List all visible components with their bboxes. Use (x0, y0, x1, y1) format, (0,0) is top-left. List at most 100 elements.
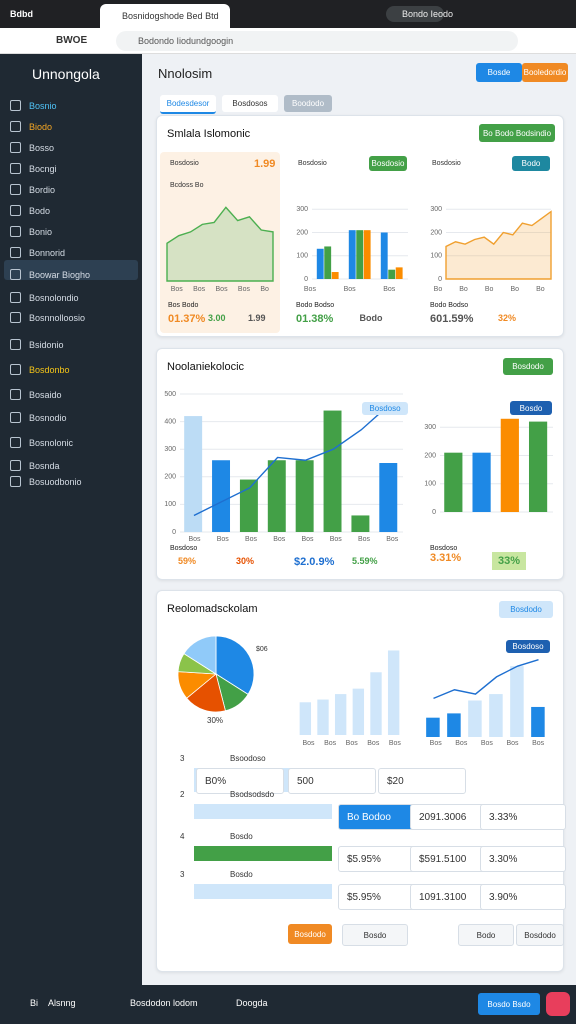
bar (447, 713, 461, 737)
action-button[interactable]: Bodo (458, 924, 514, 946)
nav-label: Bosnnolloosio (29, 312, 86, 323)
bar (316, 248, 324, 279)
stat: 5.59% (352, 556, 378, 566)
nav-item[interactable]: Bosnio (10, 100, 57, 111)
bar (239, 479, 258, 532)
row-number: 2 (180, 790, 185, 799)
button[interactable]: Bodo (512, 156, 550, 171)
main: Bosdosio 1.99 Bcdoss Bo Bos Bos Bos Bos Bo Bos B… (160, 152, 566, 946)
axis-label: Bos (237, 286, 250, 293)
nav-item[interactable]: Bosaido (10, 389, 62, 400)
nav-icon (10, 121, 21, 132)
y-tick-label: 300 (164, 446, 176, 453)
tab[interactable]: Boododo (284, 95, 332, 112)
y-tick-label: 300 (424, 424, 436, 431)
table-cell: 3.30% (480, 846, 566, 872)
url: Bodondo Iiodundgoogin (138, 36, 234, 46)
y-tick-label: 300 (296, 206, 308, 213)
chart: 0 100 200 300 (424, 418, 553, 515)
row-name: Bsoodoso (230, 754, 266, 763)
nav-item[interactable]: Bsidonio (10, 339, 64, 350)
stat: $2.0.9% (294, 556, 335, 568)
nav-item[interactable]: Bosnnolloosio (10, 312, 85, 323)
nav-item[interactable]: Bosnolonic (10, 437, 73, 448)
nav-label: Bocngi (29, 163, 57, 174)
action-button[interactable]: Bosdo (342, 924, 408, 946)
axis-label: Bos (343, 286, 356, 293)
bar (380, 232, 388, 279)
stat: 3.00 (208, 313, 226, 323)
nav-item[interactable]: Bordio (10, 184, 55, 195)
stat: 01.38% (296, 313, 334, 325)
nav-item[interactable]: Bonnorid (10, 247, 65, 258)
axis-label: Bos (506, 740, 519, 747)
action-button[interactable]: Bosdodo (288, 924, 332, 944)
button[interactable]: Bosde (476, 63, 522, 82)
icon-button[interactable] (546, 992, 570, 1016)
profile-chip[interactable]: Bondo Ieodo (386, 6, 453, 22)
bar (510, 666, 524, 737)
nav-label: Bosdonbo (29, 364, 70, 375)
profile-name: Bondo Ieodo (402, 9, 454, 19)
bar (531, 706, 545, 737)
button[interactable]: Bosdo Bsdo (478, 993, 540, 1015)
nav-item[interactable]: Bosnolondio (10, 292, 79, 303)
nav-item[interactable]: Bocngi (10, 163, 57, 174)
bar (395, 267, 403, 279)
panel-footer: Bos Bodo (168, 302, 199, 309)
nav-item[interactable]: Bosuodbonio (10, 476, 82, 487)
action-button[interactable]: Bosdodo (516, 924, 564, 946)
axis-label: Bos (329, 536, 342, 543)
nav-item[interactable]: Boowar Biogho (10, 269, 90, 280)
panel-value: 1.99 (254, 158, 276, 170)
nav-icon (10, 312, 21, 323)
axis-label: Bos (216, 536, 229, 543)
bar (489, 694, 503, 737)
nav-icon (10, 339, 21, 350)
table-cell: $5.95% (338, 884, 424, 910)
nav-item[interactable]: Bodo (10, 205, 50, 216)
panel-footer: Bodo Bodso (296, 302, 335, 309)
bar (212, 460, 231, 532)
tab[interactable]: Bodesdesor (160, 95, 216, 114)
nav-item[interactable]: Bonio (10, 226, 52, 237)
button[interactable]: Bosdosio (369, 156, 407, 171)
y-tick-label: 500 (164, 391, 176, 398)
nav-label: BWOE (56, 35, 88, 46)
axis-label: Bo (260, 286, 269, 293)
y-tick-label: 400 (164, 418, 176, 425)
active-tab[interactable]: Bosnidogshode Bed Btd (100, 4, 230, 28)
url-field[interactable]: Bodondo Iiodundgoogin (116, 31, 518, 51)
nav-item[interactable]: Bosdonbo (10, 364, 70, 375)
nav-icon (10, 247, 21, 258)
button[interactable]: Bosdodo (499, 601, 553, 618)
button[interactable]: Bo Bodo Bodsindio (479, 124, 555, 142)
bar (379, 463, 398, 532)
axis-label: Bos (357, 536, 371, 543)
button[interactable]: Booledordio (522, 63, 568, 82)
tab[interactable]: Bosdosos (222, 95, 278, 112)
nav-label: Bosso (29, 142, 55, 153)
legend[interactable]: Bosdo (510, 401, 552, 415)
nav-item[interactable]: Bosnda (10, 460, 60, 471)
table-cell: 3.90% (480, 884, 566, 910)
active-highlight (4, 260, 138, 280)
bar (334, 694, 347, 735)
panel-bg (160, 152, 280, 333)
nav-item[interactable]: Bosso (10, 142, 54, 153)
row-number: 3 (180, 870, 185, 879)
axis-label: Bos (367, 740, 380, 747)
button[interactable]: Bosdodo (503, 358, 553, 375)
nav-item[interactable]: Biodo (10, 121, 52, 132)
chart: 0 100 200 300 (430, 206, 552, 282)
nav-icon (10, 100, 21, 111)
nav-icon (10, 292, 21, 303)
axis-label: Bos (383, 286, 396, 293)
stat: 33% (492, 552, 527, 570)
tab[interactable]: Bdbd (10, 9, 33, 19)
table-cell: $20 (378, 768, 466, 794)
nav-item[interactable]: Bosnodio (10, 412, 67, 423)
bar (267, 460, 286, 532)
axis-label: Bos (193, 286, 206, 293)
